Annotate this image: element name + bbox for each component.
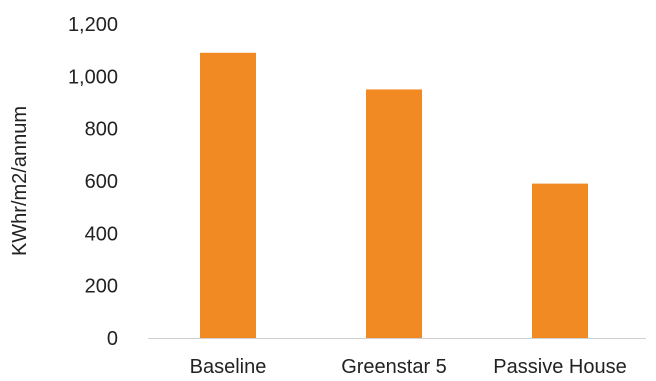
y-tick-label: 800 — [85, 119, 118, 141]
y-tick-label: 400 — [85, 223, 118, 245]
y-axis-title: KWhr/m2/annum — [9, 106, 31, 256]
bars — [200, 52, 588, 339]
x-category-label: Greenstar 5 — [341, 356, 447, 378]
x-category-label: Baseline — [190, 356, 267, 378]
bar — [200, 52, 256, 339]
x-axis-labels: Baseline Greenstar 5 Passive House — [190, 356, 627, 378]
bar — [532, 183, 588, 338]
y-tick-label: 1,000 — [68, 66, 118, 88]
y-tick-label: 0 — [107, 328, 118, 350]
y-tick-label: 1,200 — [68, 14, 118, 36]
bar — [366, 89, 422, 339]
y-axis-ticks: 0 200 400 600 800 1,000 1,200 — [68, 14, 118, 350]
x-category-label: Passive House — [493, 356, 626, 378]
y-tick-label: 600 — [85, 171, 118, 193]
y-tick-label: 200 — [85, 276, 118, 298]
